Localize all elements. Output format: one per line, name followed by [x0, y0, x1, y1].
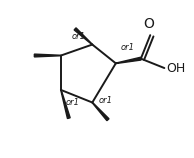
- Polygon shape: [74, 28, 93, 45]
- Text: or1: or1: [66, 98, 80, 107]
- Text: or1: or1: [120, 43, 134, 52]
- Polygon shape: [34, 54, 61, 57]
- Text: O: O: [143, 17, 154, 31]
- Text: OH: OH: [166, 61, 185, 75]
- Polygon shape: [61, 90, 70, 118]
- Polygon shape: [92, 102, 109, 121]
- Text: or1: or1: [72, 32, 86, 41]
- Text: or1: or1: [99, 96, 113, 105]
- Polygon shape: [116, 57, 141, 64]
